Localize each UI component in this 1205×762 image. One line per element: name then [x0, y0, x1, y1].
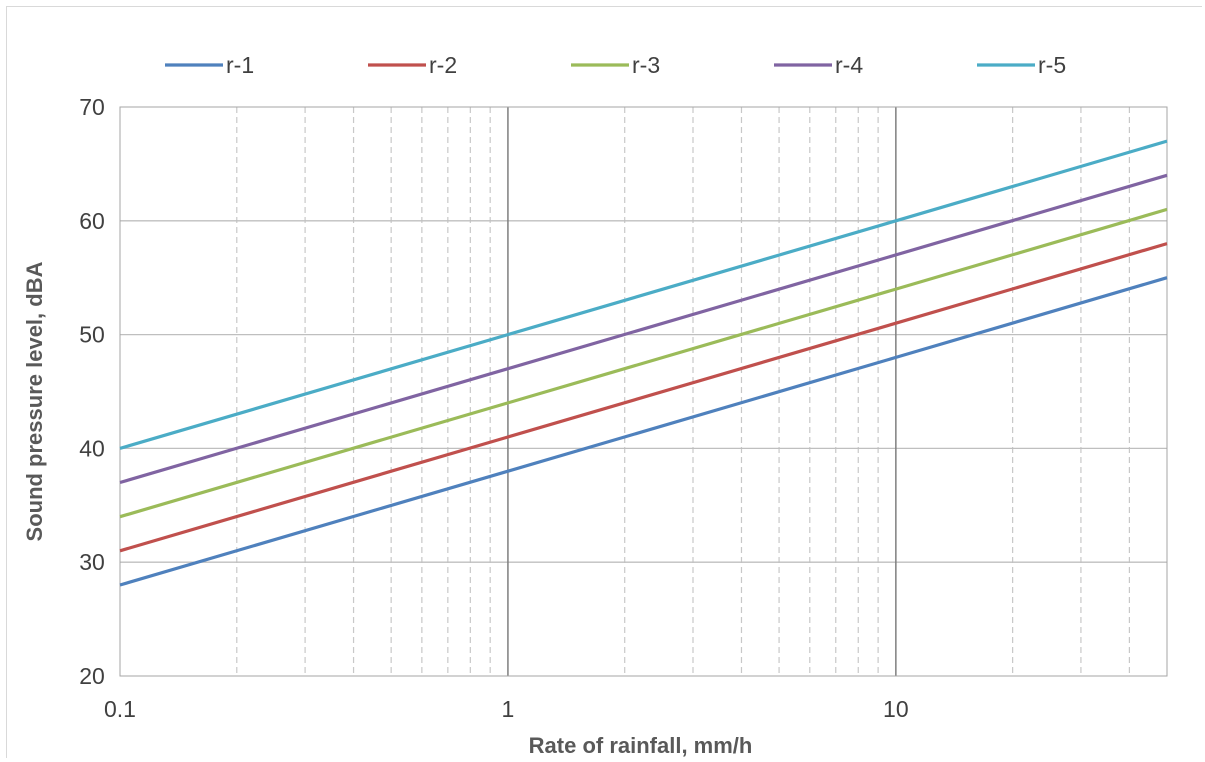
series-line-r-4	[119, 173, 1168, 485]
legend-label-r-1: r-1	[226, 52, 254, 78]
minor-gridlines	[236, 107, 1131, 676]
series-line-r-3	[119, 207, 1168, 519]
x-tick-label: 10	[883, 696, 909, 722]
legend: r-1 r-2 r-3 r-4 r-5	[165, 52, 1066, 78]
x-axis-title: Rate of rainfall, mm/h	[529, 733, 753, 758]
x-tick-labels: 0.1 1 10	[104, 696, 909, 722]
series-lines	[119, 139, 1168, 587]
legend-label-r-3: r-3	[632, 52, 660, 78]
series-line-r-5	[119, 139, 1168, 450]
y-tick-labels: 20 30 40 50 60 70	[79, 94, 105, 689]
x-tick-label: 0.1	[104, 696, 136, 722]
series-line-r-1	[119, 276, 1168, 587]
legend-label-r-2: r-2	[429, 52, 457, 78]
y-tick-label: 70	[79, 94, 105, 120]
y-tick-label: 50	[79, 322, 105, 348]
series-line-r-2	[119, 242, 1168, 553]
legend-label-r-4: r-4	[835, 52, 863, 78]
y-tick-label: 30	[79, 549, 105, 575]
x-tick-label: 1	[502, 696, 515, 722]
y-tick-label: 60	[79, 208, 105, 234]
chart-area-frame	[6, 6, 1202, 758]
plot-border	[119, 106, 1168, 677]
legend-label-r-5: r-5	[1038, 52, 1066, 78]
y-tick-label: 40	[79, 435, 105, 461]
y-tick-label: 20	[79, 663, 105, 689]
y-axis-title: Sound pressure level, dBA	[22, 261, 47, 541]
major-gridlines	[120, 107, 1167, 676]
